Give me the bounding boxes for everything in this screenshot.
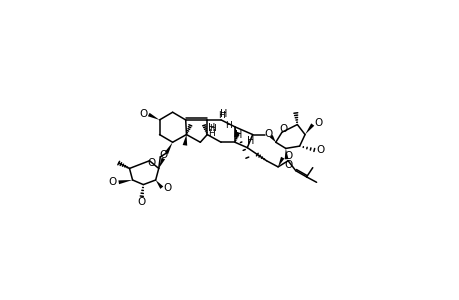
Polygon shape [284, 148, 288, 159]
Text: H: H [209, 124, 216, 133]
Text: H: H [225, 121, 232, 130]
Text: O: O [108, 177, 117, 187]
Text: O: O [146, 158, 155, 168]
Text: O: O [283, 160, 291, 170]
Text: H: H [218, 111, 225, 120]
Text: H: H [219, 109, 227, 119]
Polygon shape [147, 113, 159, 120]
Text: O: O [316, 145, 324, 155]
Text: O: O [139, 109, 147, 119]
Text: O: O [314, 118, 322, 128]
Text: H: H [207, 129, 214, 138]
Polygon shape [164, 142, 172, 154]
Polygon shape [158, 158, 165, 168]
Text: O: O [137, 196, 146, 206]
Polygon shape [155, 180, 163, 189]
Polygon shape [278, 157, 284, 167]
Text: O: O [264, 129, 272, 139]
Text: O: O [159, 150, 167, 160]
Polygon shape [269, 135, 275, 142]
Text: O: O [163, 183, 172, 193]
Text: O: O [283, 151, 291, 161]
Polygon shape [182, 135, 187, 146]
Polygon shape [234, 127, 238, 137]
Text: H: H [235, 130, 242, 140]
Polygon shape [304, 123, 313, 135]
Text: O: O [279, 124, 287, 134]
Text: H: H [247, 136, 254, 146]
Polygon shape [118, 180, 132, 184]
Text: H: H [208, 123, 215, 134]
